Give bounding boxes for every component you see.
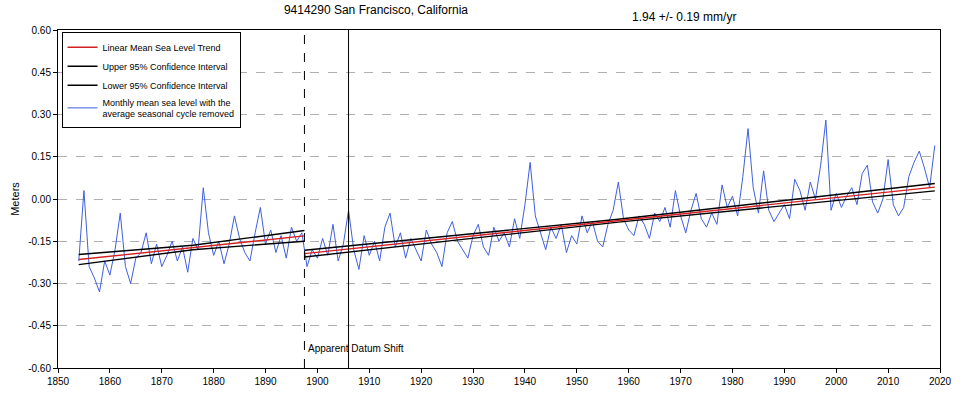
- svg-text:1980: 1980: [721, 376, 744, 387]
- svg-text:-0.60: -0.60: [28, 363, 51, 374]
- svg-text:1890: 1890: [254, 376, 277, 387]
- svg-text:1960: 1960: [618, 376, 641, 387]
- svg-text:Lower 95% Confidence Interval: Lower 95% Confidence Interval: [103, 81, 228, 91]
- svg-text:0.60: 0.60: [32, 25, 52, 36]
- svg-text:1880: 1880: [203, 376, 226, 387]
- svg-text:Apparent Datum Shift: Apparent Datum Shift: [308, 343, 404, 354]
- svg-text:1850: 1850: [47, 376, 70, 387]
- svg-text:0.30: 0.30: [32, 109, 52, 120]
- svg-text:Meters: Meters: [9, 182, 21, 216]
- svg-text:1900: 1900: [306, 376, 329, 387]
- svg-text:Linear Mean Sea Level Trend: Linear Mean Sea Level Trend: [103, 43, 221, 53]
- svg-text:0.15: 0.15: [32, 151, 52, 162]
- svg-text:-0.15: -0.15: [28, 236, 51, 247]
- svg-text:1950: 1950: [566, 376, 589, 387]
- svg-text:1930: 1930: [462, 376, 485, 387]
- svg-text:2020: 2020: [929, 376, 952, 387]
- svg-text:2000: 2000: [825, 376, 848, 387]
- svg-text:1910: 1910: [358, 376, 381, 387]
- svg-text:1970: 1970: [669, 376, 692, 387]
- svg-text:1860: 1860: [99, 376, 122, 387]
- svg-text:9414290 San Francisco, Califor: 9414290 San Francisco, California: [284, 3, 468, 17]
- svg-text:-0.30: -0.30: [28, 278, 51, 289]
- svg-text:1920: 1920: [410, 376, 433, 387]
- svg-text:1870: 1870: [151, 376, 174, 387]
- svg-text:Upper 95% Confidence Interval: Upper 95% Confidence Interval: [103, 62, 228, 72]
- svg-text:1.94 +/- 0.19 mm/yr: 1.94 +/- 0.19 mm/yr: [632, 10, 736, 24]
- svg-text:0.45: 0.45: [32, 67, 52, 78]
- svg-text:1940: 1940: [514, 376, 537, 387]
- svg-text:0.00: 0.00: [32, 194, 52, 205]
- svg-text:-0.45: -0.45: [28, 320, 51, 331]
- svg-text:Monthly mean sea level with th: Monthly mean sea level with theaverage s…: [103, 98, 235, 120]
- svg-text:2010: 2010: [877, 376, 900, 387]
- svg-text:1990: 1990: [773, 376, 796, 387]
